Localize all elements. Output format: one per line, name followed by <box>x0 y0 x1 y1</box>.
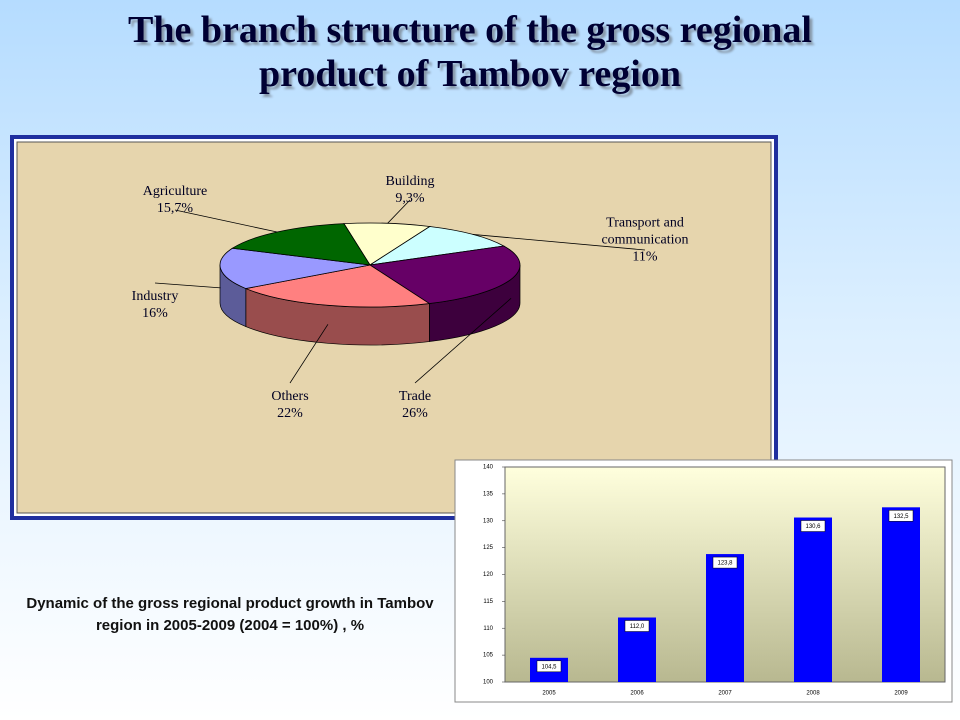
leader-line <box>387 199 411 224</box>
pie-label-name: Building <box>385 174 435 189</box>
leader-line <box>414 297 512 384</box>
pie-label-value: 11% <box>632 249 658 265</box>
pie-label: Agriculture 15,7% <box>143 183 208 217</box>
pie-label: Building 9,3% <box>385 173 434 207</box>
leader-line <box>154 282 221 289</box>
pie-slice <box>343 222 431 266</box>
pie-label: Others 22% <box>271 388 308 422</box>
value-label: 132,5 <box>893 514 909 520</box>
pie-slice <box>219 247 371 289</box>
pie-label-name: Others <box>271 389 309 404</box>
y-tick-label: 100 <box>483 680 494 686</box>
value-label: 104,5 <box>541 664 557 670</box>
slide-title: The branch structure of the gross region… <box>128 9 812 95</box>
bar <box>882 507 920 682</box>
pie-label: Industry 16% <box>132 288 179 322</box>
y-tick-label: 140 <box>483 465 494 471</box>
value-label-box <box>712 556 738 569</box>
y-tick-label: 120 <box>483 572 494 578</box>
value-label-box <box>536 660 562 673</box>
y-tick-label: 105 <box>483 653 494 659</box>
y-tick-label: 135 <box>483 491 494 497</box>
pie-label-name: Agriculture <box>142 184 208 199</box>
y-tick-label: 130 <box>483 518 494 524</box>
x-tick-label: 2008 <box>806 691 820 697</box>
pie-label-value: 9,3% <box>395 191 425 206</box>
pie-label: Transport and communication 11% <box>580 215 710 266</box>
x-tick-label: 2007 <box>718 691 732 697</box>
value-label: 130,6 <box>805 524 821 530</box>
pie-label-value: 26% <box>402 406 428 421</box>
pie-label-value: 22% <box>277 406 303 421</box>
x-tick-label: 2005 <box>542 691 556 697</box>
value-label-box <box>800 520 826 532</box>
pie-slice <box>231 223 371 266</box>
bar-caption: Dynamic of the gross regional product gr… <box>26 595 434 634</box>
pie-label: Trade 26% <box>399 388 431 422</box>
leader-line <box>289 324 329 384</box>
value-label: 123,8 <box>717 561 733 567</box>
value-label-box <box>888 510 914 522</box>
pie-slice <box>369 226 505 266</box>
value-label-box <box>624 620 650 632</box>
y-tick-label: 115 <box>483 599 493 605</box>
pie-label-value: 16% <box>142 306 168 321</box>
bar <box>794 517 832 682</box>
y-tick-label: 110 <box>483 626 493 632</box>
pie-label-name: Transport and communication <box>601 215 689 248</box>
leader-line <box>472 234 646 251</box>
leader-line <box>174 209 278 233</box>
pie-label-name: Industry <box>131 289 179 304</box>
y-tick-label: 125 <box>483 545 494 551</box>
pie-label-value: 15,7% <box>156 201 194 216</box>
value-label: 112,0 <box>630 624 645 630</box>
bar <box>706 554 744 682</box>
x-tick-label: 2006 <box>630 691 644 697</box>
x-tick-label: 2009 <box>894 691 908 697</box>
pie-label-name: Trade <box>398 389 432 404</box>
pie-slice <box>244 264 431 308</box>
